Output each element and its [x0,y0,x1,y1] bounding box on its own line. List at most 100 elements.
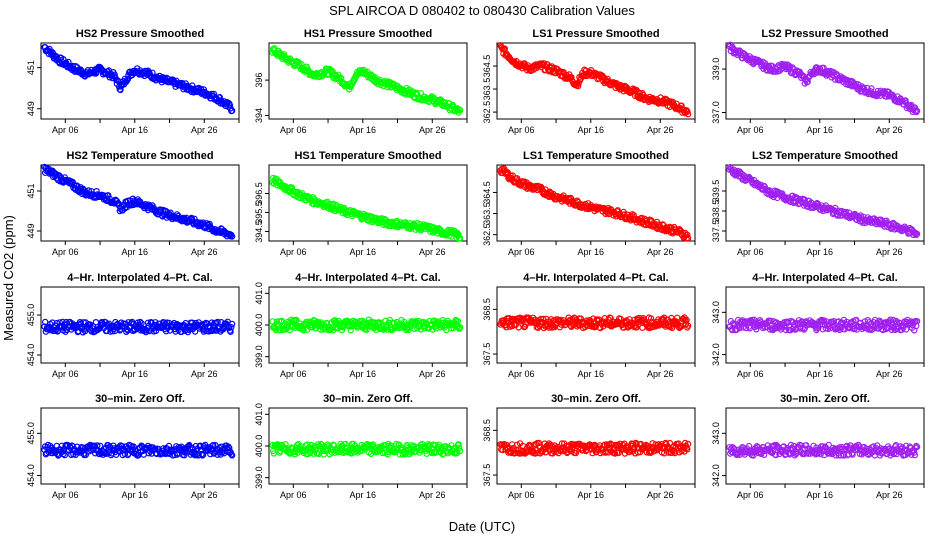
panel-title: 4–Hr. Interpolated 4–Pt. Cal. [67,272,213,284]
data-point [684,110,692,118]
data-points [41,44,236,115]
panel-frame [40,42,240,120]
x-tick-label: Apr 26 [876,369,903,379]
x-tick-label: Apr 06 [737,490,764,500]
x-tick-label: Apr 06 [737,247,764,257]
data-point [674,314,681,321]
x-tick-label: Apr 26 [191,125,218,135]
panel-frame [268,164,468,242]
data-point [96,442,104,450]
data-point [684,322,692,329]
data-point [766,326,774,333]
panel-title: 4–Hr. Interpolated 4–Pt. Cal. [523,272,669,284]
panel-title: LS1 Temperature Smoothed [523,150,669,162]
chart-panel: 4–Hr. Interpolated 4–Pt. Cal. 342.0 343.0 A… [711,272,925,379]
data-point [121,450,129,458]
y-tick-label: 343.0 [711,301,721,324]
x-tick-label: Apr 26 [419,125,446,135]
x-tick-label: Apr 06 [737,125,764,135]
data-point [683,316,690,324]
x-tick-label: Apr 06 [52,125,79,135]
y-tick-label: 395.5 [254,201,264,224]
data-point [347,327,354,334]
data-point [515,324,522,331]
x-tick-label: Apr 26 [419,369,446,379]
y-tick-label: 363.5 [482,78,492,101]
data-point [913,107,921,115]
x-tick-label: Apr 26 [647,247,674,257]
data-point [574,323,581,330]
data-point [182,218,189,225]
data-point [567,447,574,455]
panel-frame [725,164,925,242]
x-tick-label: Apr 16 [578,490,605,500]
data-point [456,235,464,242]
data-point [503,324,510,331]
y-tick-label: 362.5 [482,101,492,124]
y-tick-label: 339.5 [711,180,721,203]
data-point [740,324,747,331]
data-point [61,451,69,459]
y-tick-label: 449 [26,101,36,116]
panel-title: LS2 Temperature Smoothed [752,150,898,162]
x-tick-label: Apr 16 [807,125,834,135]
x-tick-label: Apr 16 [122,369,149,379]
panel-frame [40,407,240,485]
x-tick-label: Apr 26 [647,490,674,500]
data-point [736,325,743,332]
y-tick-label: 367.5 [482,464,492,487]
x-tick-label: Apr 26 [876,125,903,135]
x-tick-label: Apr 26 [419,490,446,500]
data-point [270,450,278,457]
panel-frame [725,286,925,364]
panel-title: HS1 Temperature Smoothed [294,150,441,162]
panel-frame [496,164,696,242]
y-tick-label: 394 [254,108,264,123]
data-point [228,452,236,459]
x-tick-label: Apr 16 [350,125,377,135]
panel-frame [40,164,240,242]
data-point [104,192,112,199]
y-tick-label: 368.5 [482,298,492,321]
y-tick-label: 451 [26,60,36,75]
y-tick-label: 362.5 [482,223,492,246]
data-points [497,439,692,457]
data-point [571,315,579,322]
data-point [210,90,218,98]
panel-frame [40,286,240,364]
data-point [913,230,921,238]
data-point [593,316,601,323]
y-tick-label: 396 [254,73,264,88]
data-point [82,451,90,459]
x-tick-label: Apr 16 [578,125,605,135]
data-point [195,451,202,459]
data-point [228,451,235,458]
figure-title: SPL AIRCOA D 080402 to 080430 Calibratio… [329,3,635,18]
data-point [191,328,199,335]
panel-title: HS2 Temperature Smoothed [66,150,213,162]
data-point [288,184,296,191]
x-tick-label: Apr 16 [122,247,149,257]
chart-panel: 4–Hr. Interpolated 4–Pt. Cal. 367.5 368.5 A… [482,272,696,379]
chart-panel: 30–min. Zero Off. 399.0 400.0 401.0 Apr 06 Ap… [254,393,468,500]
data-point [671,449,679,457]
x-tick-label: Apr 16 [578,247,605,257]
y-tick-label: 337.5 [711,220,721,243]
data-points [726,163,921,238]
data-point [223,444,231,452]
y-tick-label: 394.5 [254,220,264,243]
y-tick-label: 400.0 [254,435,264,458]
data-points [269,174,464,242]
x-tick-label: Apr 16 [807,490,834,500]
panel-frame [725,42,925,120]
x-tick-label: Apr 16 [807,369,834,379]
panel-frame [496,42,696,120]
x-tick-label: Apr 06 [508,247,535,257]
x-tick-label: Apr 06 [52,490,79,500]
data-point [226,101,234,109]
data-point [149,69,156,77]
panel-title: HS2 Pressure Smoothed [76,28,204,40]
data-point [750,316,758,323]
